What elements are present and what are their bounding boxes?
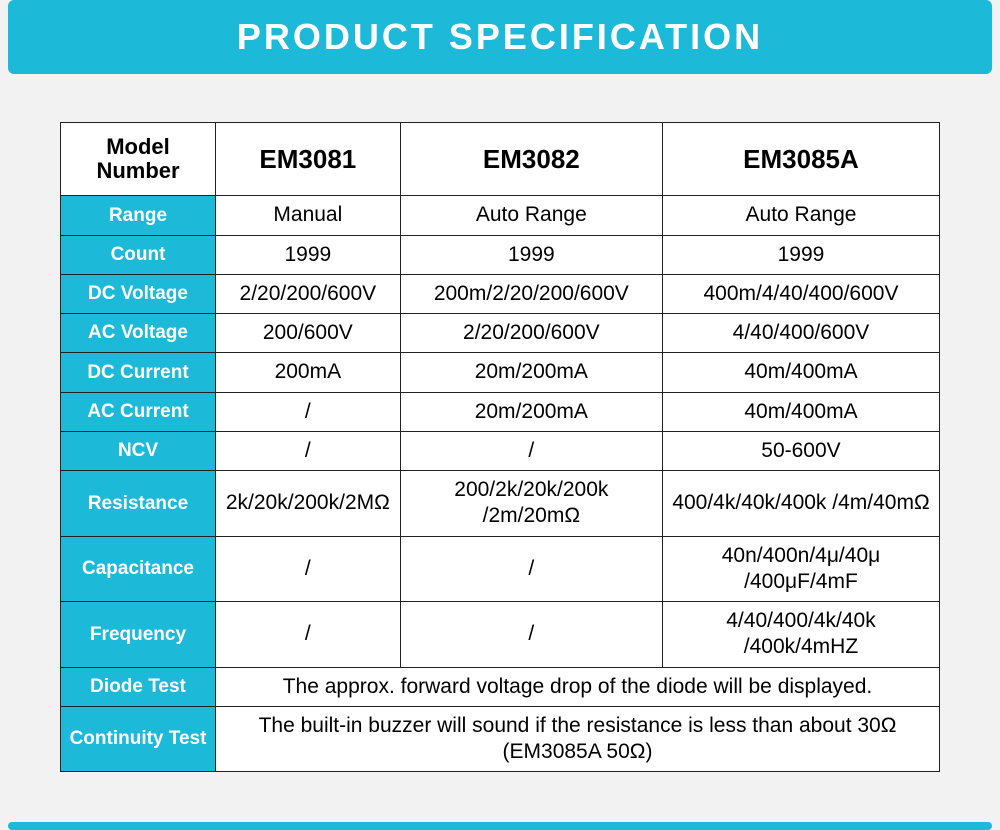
spec-cell: 2k/20k/200k/2MΩ [216, 471, 401, 537]
spec-cell: / [400, 602, 662, 668]
model-header-0: EM3081 [216, 123, 401, 196]
spec-cell: 400/4k/40k/400k /4m/40mΩ [662, 471, 939, 537]
spec-cell: 2/20/200/600V [216, 274, 401, 313]
spec-cell: 200mA [216, 353, 401, 392]
row-label: DC Current [61, 353, 216, 392]
spec-cell-spanning: The approx. forward voltage drop of the … [216, 667, 940, 706]
spec-cell: 2/20/200/600V [400, 314, 662, 353]
row-label: Resistance [61, 471, 216, 537]
spec-cell: 20m/200mA [400, 392, 662, 431]
spec-cell: 200/2k/20k/200k /2m/20mΩ [400, 471, 662, 537]
bottom-accent-bar [8, 822, 992, 830]
spec-cell: 20m/200mA [400, 353, 662, 392]
spec-cell: / [216, 536, 401, 602]
spec-cell: / [216, 392, 401, 431]
table-container: Model Number EM3081 EM3082 EM3085A Range… [0, 74, 1000, 792]
table-row: DC Voltage2/20/200/600V200m/2/20/200/600… [61, 274, 940, 313]
table-row: DC Current200mA20m/200mA40m/400mA [61, 353, 940, 392]
spec-cell: 1999 [400, 235, 662, 274]
spec-cell-spanning: The built-in buzzer will sound if the re… [216, 706, 940, 772]
spec-cell: 400m/4/40/400/600V [662, 274, 939, 313]
row-label: Capacitance [61, 536, 216, 602]
title-banner: PRODUCT SPECIFICATION [8, 0, 992, 74]
spec-cell: 200m/2/20/200/600V [400, 274, 662, 313]
spec-cell: Auto Range [662, 196, 939, 235]
spec-cell: Manual [216, 196, 401, 235]
table-header-row: Model Number EM3081 EM3082 EM3085A [61, 123, 940, 196]
spec-cell: / [400, 431, 662, 470]
table-row: Frequency//4/40/400/4k/40k /400k/4mHZ [61, 602, 940, 668]
spec-cell: / [400, 536, 662, 602]
spec-cell: 4/40/400/600V [662, 314, 939, 353]
table-row: Diode TestThe approx. forward voltage dr… [61, 667, 940, 706]
spec-cell: 40n/400n/4μ/40μ /400μF/4mF [662, 536, 939, 602]
table-row: NCV//50-600V [61, 431, 940, 470]
table-row: RangeManualAuto RangeAuto Range [61, 196, 940, 235]
row-label: Count [61, 235, 216, 274]
header-corner-label: Model Number [96, 134, 179, 183]
spec-cell: 50-600V [662, 431, 939, 470]
model-header-1: EM3082 [400, 123, 662, 196]
spec-cell: 1999 [662, 235, 939, 274]
spec-cell: 1999 [216, 235, 401, 274]
row-label: AC Voltage [61, 314, 216, 353]
row-label: DC Voltage [61, 274, 216, 313]
spec-cell: 40m/400mA [662, 353, 939, 392]
table-row: AC Voltage200/600V2/20/200/600V4/40/400/… [61, 314, 940, 353]
spec-cell: 40m/400mA [662, 392, 939, 431]
row-label: AC Current [61, 392, 216, 431]
row-label: NCV [61, 431, 216, 470]
spec-cell: / [216, 431, 401, 470]
header-corner: Model Number [61, 123, 216, 196]
table-row: Capacitance//40n/400n/4μ/40μ /400μF/4mF [61, 536, 940, 602]
row-label: Diode Test [61, 667, 216, 706]
model-header-2: EM3085A [662, 123, 939, 196]
spec-cell: Auto Range [400, 196, 662, 235]
row-label: Frequency [61, 602, 216, 668]
table-row: Continuity TestThe built-in buzzer will … [61, 706, 940, 772]
row-label: Range [61, 196, 216, 235]
spec-cell: 200/600V [216, 314, 401, 353]
spec-cell: 4/40/400/4k/40k /400k/4mHZ [662, 602, 939, 668]
spec-table: Model Number EM3081 EM3082 EM3085A Range… [60, 122, 940, 772]
page-title: PRODUCT SPECIFICATION [237, 16, 763, 57]
row-label: Continuity Test [61, 706, 216, 772]
table-row: Count199919991999 [61, 235, 940, 274]
table-row: AC Current/20m/200mA40m/400mA [61, 392, 940, 431]
table-row: Resistance2k/20k/200k/2MΩ200/2k/20k/200k… [61, 471, 940, 537]
spec-cell: / [216, 602, 401, 668]
